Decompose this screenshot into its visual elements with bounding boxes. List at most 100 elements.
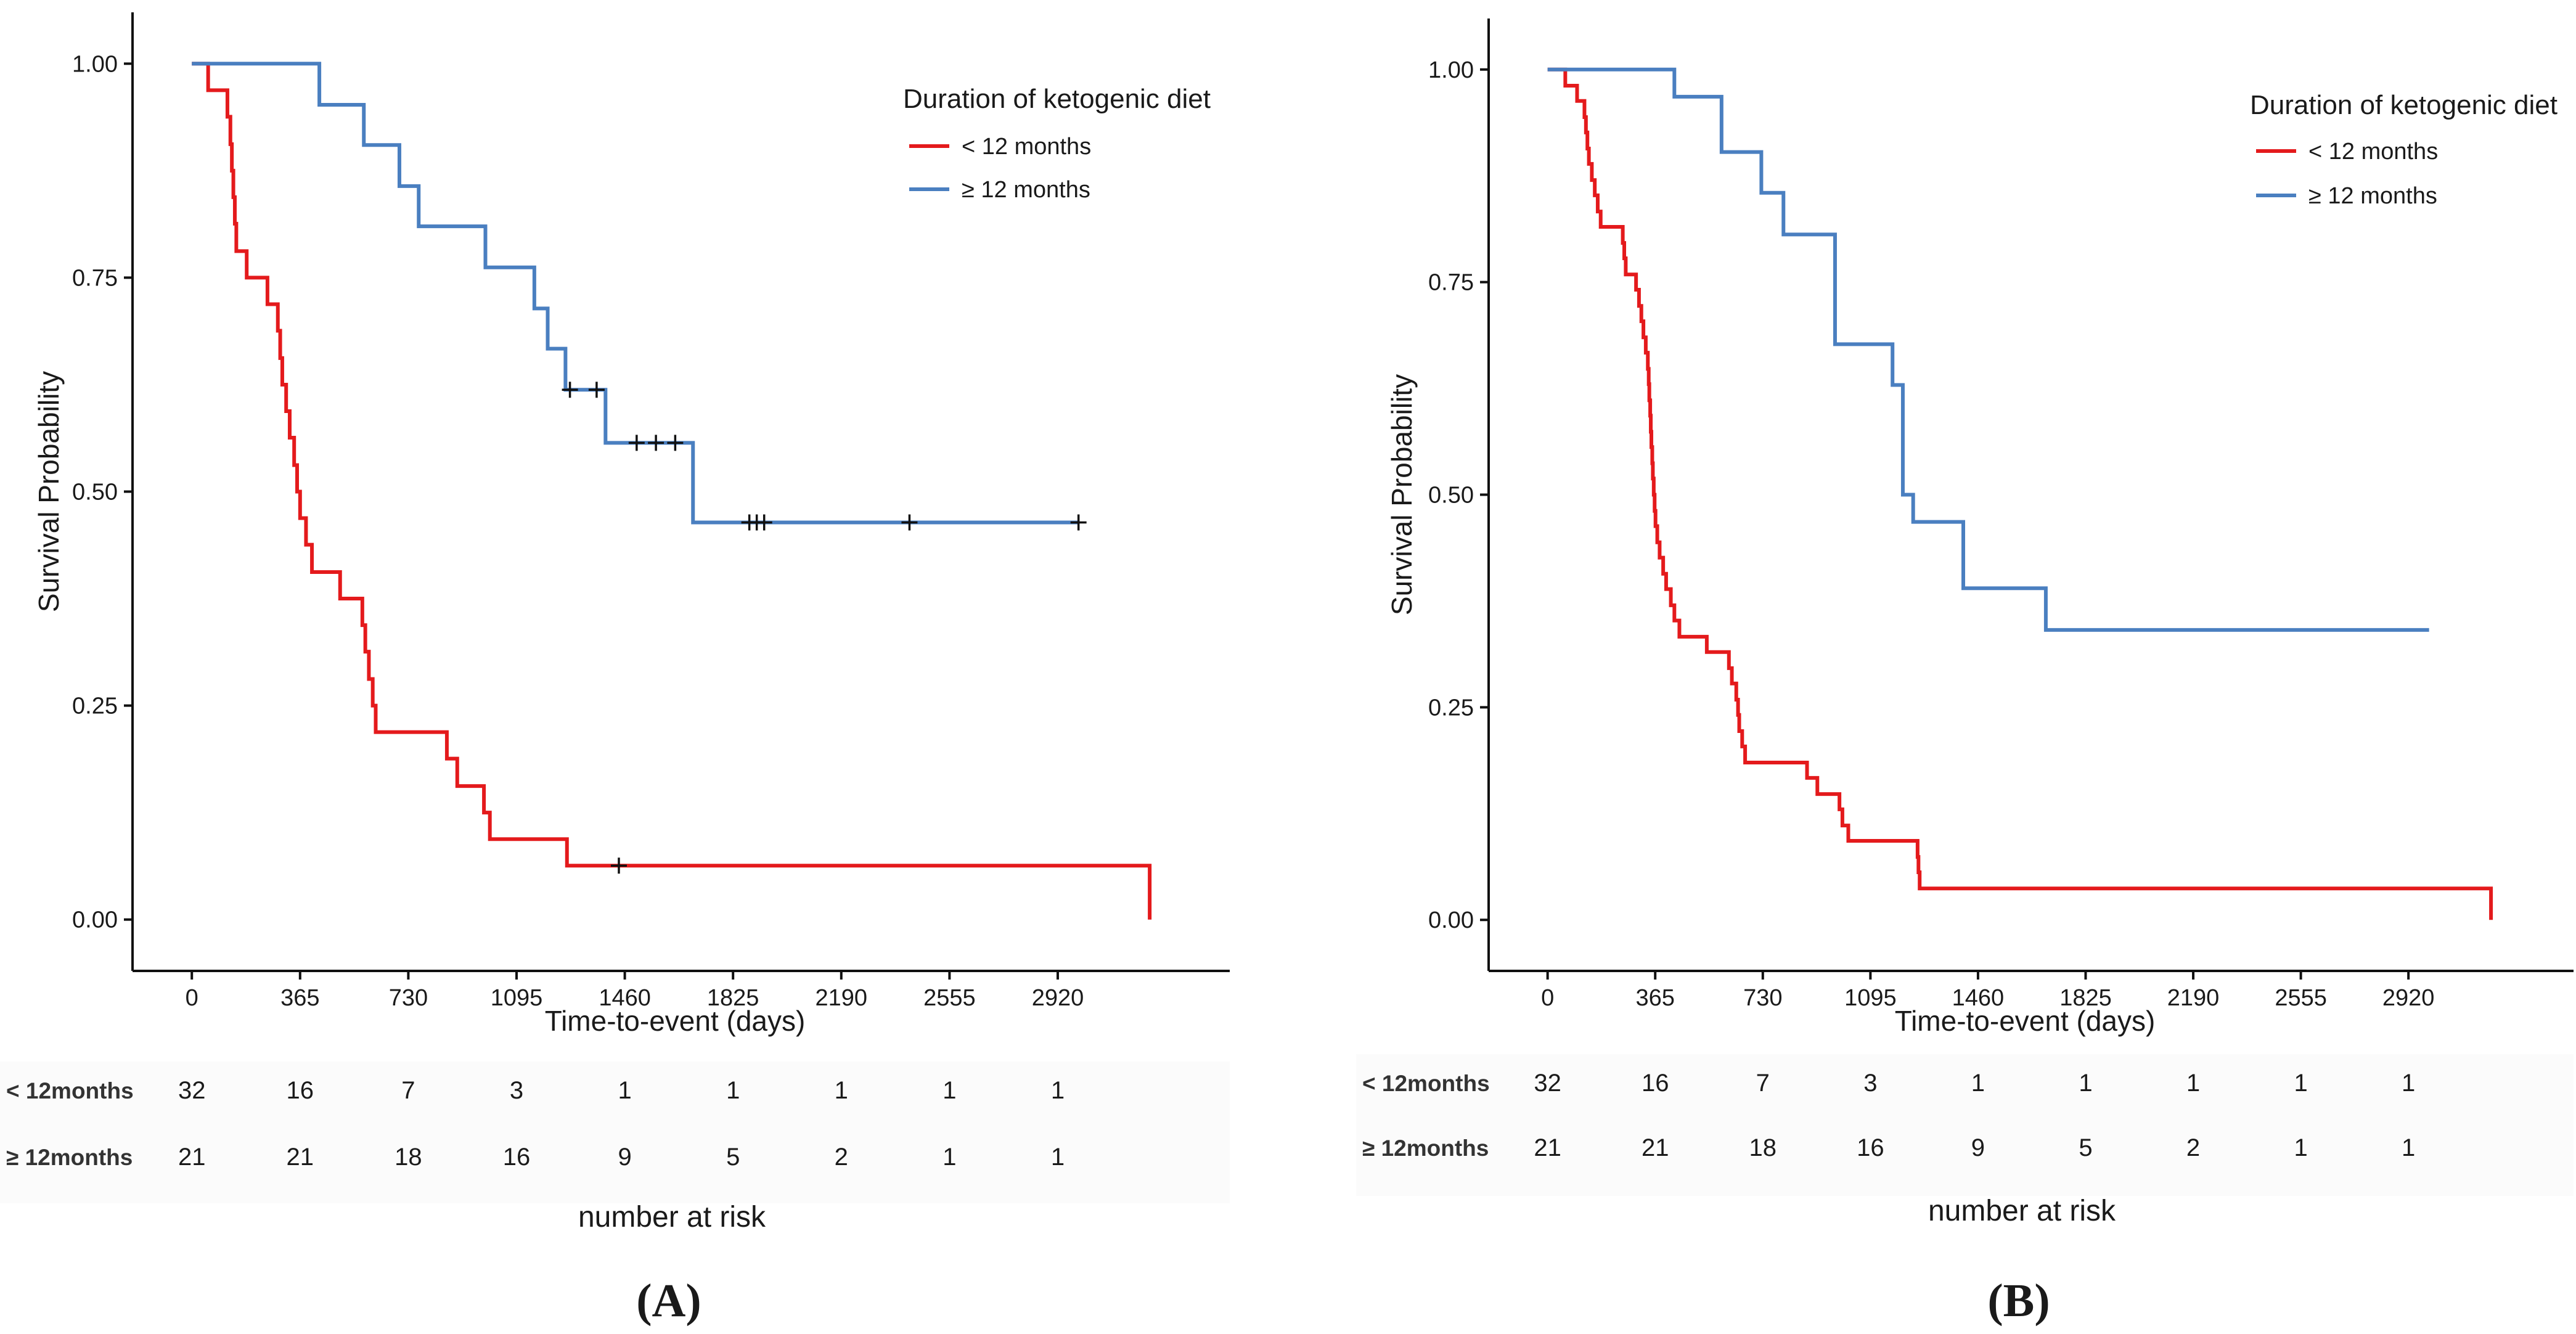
risk-value: 1 [1051, 1077, 1065, 1104]
risk-table-title: number at risk [578, 1201, 766, 1234]
y-tick-label: 0.50 [72, 480, 118, 505]
x-tick-label: 1095 [491, 985, 543, 1011]
censor-mark [588, 382, 605, 398]
risk-value: 3 [510, 1077, 523, 1104]
risk-value: 2 [835, 1144, 848, 1171]
legend: Duration of ketogenic diet < 12 months ≥ 1… [2250, 90, 2558, 209]
y-tick-label: 0.25 [1428, 695, 1474, 721]
y-tick-label: 0.75 [72, 265, 118, 291]
risk-value: 1 [1971, 1070, 1985, 1097]
risk-value: 18 [1749, 1134, 1777, 1161]
x-tick-label: 0 [186, 985, 198, 1011]
risk-value: 9 [618, 1144, 631, 1171]
risk-value: 1 [2402, 1070, 2415, 1097]
x-axis-title: Time-to-event (days) [1895, 1005, 2156, 1037]
censor-mark [648, 435, 664, 451]
risk-value: 2 [2186, 1134, 2200, 1161]
risk-value: 1 [942, 1144, 956, 1171]
x-tick-label: 2920 [2382, 985, 2435, 1011]
risk-table-background [0, 1062, 1230, 1203]
risk-value: 21 [1534, 1134, 1561, 1161]
y-tick-label: 0.50 [1428, 483, 1474, 509]
risk-row-label: < 12months [6, 1078, 134, 1103]
x-tick-label: 365 [1636, 985, 1675, 1011]
risk-value: 1 [2079, 1070, 2092, 1097]
risk-value: 1 [618, 1077, 631, 1104]
risk-value: 18 [395, 1144, 422, 1171]
risk-table: < 12months 32 16 7 3 1 1 1 1 1≥ 12months 21 21 18 16 9… [0, 1062, 1230, 1234]
risk-value: 1 [2402, 1134, 2415, 1161]
risk-value: 3 [1863, 1070, 1877, 1097]
censor-mark [1070, 514, 1087, 531]
risk-table-background [1356, 1054, 2574, 1196]
risk-value: 1 [942, 1077, 956, 1104]
x-tick-label: 1095 [1844, 985, 1897, 1011]
chart-panel-a: 0.000.250.500.751.000 365 730 1095 1460 1825 2… [0, 12, 1230, 1327]
risk-value: 1 [2294, 1134, 2307, 1161]
legend-title: Duration of ketogenic diet [2250, 90, 2558, 120]
y-tick-label: 0.00 [1428, 907, 1474, 933]
risk-value: 32 [1534, 1070, 1561, 1097]
censor-mark [610, 857, 627, 874]
x-tick-label: 1825 [2059, 985, 2112, 1011]
legend: Duration of ketogenic diet < 12 months ≥ 1… [903, 84, 1211, 203]
x-tick-label: 0 [1541, 985, 1554, 1011]
survival-curve-lt12 [192, 62, 1152, 920]
legend-label: < 12 months [962, 134, 1091, 160]
x-tick-label: 1460 [599, 985, 651, 1011]
risk-value: 1 [2186, 1070, 2200, 1097]
risk-value: 1 [835, 1077, 848, 1104]
risk-value: 16 [1642, 1070, 1669, 1097]
risk-row-label: < 12months [1362, 1071, 1490, 1096]
risk-value: 5 [726, 1144, 740, 1171]
risk-value: 16 [1857, 1134, 1884, 1161]
risk-value: 21 [287, 1144, 314, 1171]
censor-mark [628, 435, 645, 451]
x-tick-label: 2920 [1032, 985, 1084, 1011]
risk-value: 1 [1051, 1144, 1065, 1171]
x-tick-label: 365 [280, 985, 319, 1011]
x-tick-label: 2190 [816, 985, 868, 1011]
risk-row-label: ≥ 12months [6, 1145, 133, 1170]
risk-value: 1 [2294, 1070, 2307, 1097]
risk-value: 7 [401, 1077, 415, 1104]
x-tick-label: 2555 [2275, 985, 2327, 1011]
x-tick-label: 1825 [707, 985, 759, 1011]
risk-table-title: number at risk [1928, 1195, 2116, 1227]
risk-value: 16 [503, 1144, 531, 1171]
risk-table: < 12months 32 16 7 3 1 1 1 1 1≥ 12months 21 21 18 16 9… [1356, 1054, 2574, 1227]
legend-label: ≥ 12 months [2308, 183, 2437, 209]
panel-label: (B) [1987, 1275, 2050, 1327]
legend-title: Duration of ketogenic diet [903, 84, 1211, 114]
risk-value: 16 [287, 1077, 314, 1104]
y-tick-label: 0.75 [1428, 270, 1474, 296]
y-tick-label: 1.00 [1428, 57, 1474, 83]
censor-mark [901, 514, 918, 531]
risk-value: 21 [1642, 1134, 1669, 1161]
risk-value: 21 [178, 1144, 206, 1171]
censor-mark [667, 435, 684, 451]
x-tick-label: 1460 [1952, 985, 2005, 1011]
panel-label: (A) [636, 1275, 701, 1327]
y-axis-title: Survival Probability [1386, 374, 1418, 615]
survival-curve-ge12 [1547, 67, 2429, 632]
risk-value: 1 [726, 1077, 740, 1104]
legend-label: < 12 months [2308, 139, 2438, 165]
risk-value: 5 [2079, 1134, 2092, 1161]
survival-curve-lt12 [1547, 67, 2493, 920]
chart-panel-b: 0.000.250.500.751.000 365 730 1095 1460 1825 2… [1356, 18, 2574, 1327]
risk-row-label: ≥ 12months [1362, 1136, 1489, 1161]
censor-mark [756, 514, 772, 531]
x-tick-label: 2555 [923, 985, 976, 1011]
x-tick-label: 730 [1743, 985, 1782, 1011]
y-tick-label: 1.00 [72, 51, 118, 77]
survival-curve-ge12 [192, 62, 1079, 525]
risk-value: 7 [1756, 1070, 1770, 1097]
y-tick-label: 0.25 [72, 694, 118, 719]
x-axis-title: Time-to-event (days) [545, 1005, 806, 1037]
risk-value: 9 [1971, 1134, 1985, 1161]
censor-mark [562, 382, 578, 398]
legend-label: ≥ 12 months [962, 177, 1090, 203]
risk-value: 32 [178, 1077, 206, 1104]
